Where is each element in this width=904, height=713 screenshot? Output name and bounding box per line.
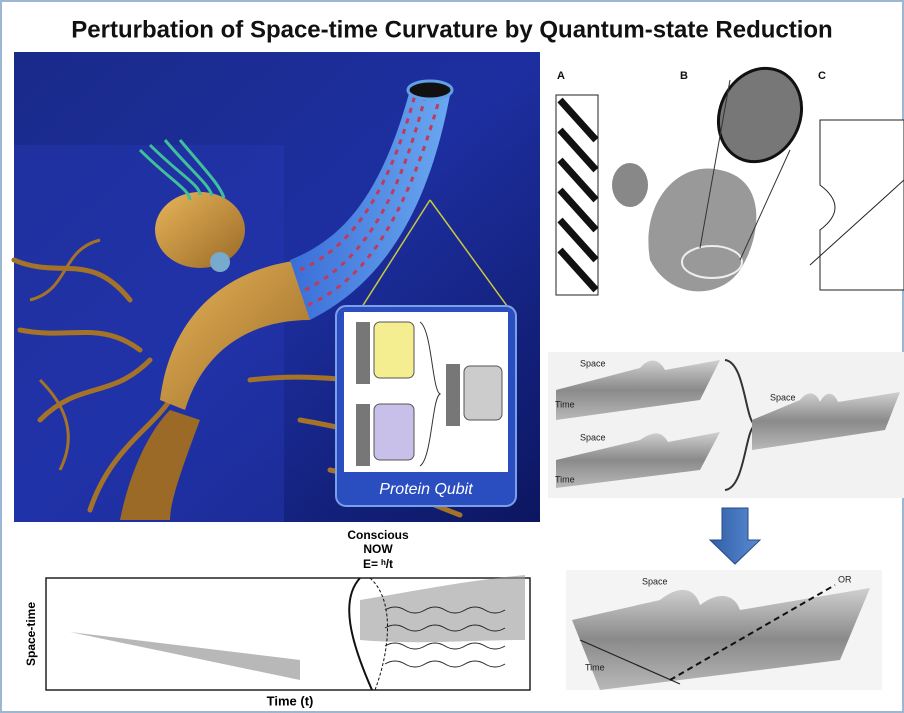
pointer-line <box>359 199 431 311</box>
reduction-line <box>669 584 836 681</box>
synaptic-cleft <box>210 252 230 272</box>
synapse-bouton <box>155 192 245 268</box>
wave-lines <box>384 606 506 668</box>
filaments <box>138 139 226 201</box>
state-down <box>373 403 415 461</box>
time-axis <box>579 639 681 685</box>
shadow-cone <box>70 632 300 680</box>
time-label: Time <box>585 662 605 672</box>
tubulin-column <box>356 322 370 384</box>
x-axis-label: Time (t) <box>267 693 314 708</box>
zoom-line <box>699 79 731 249</box>
or-label: OR <box>838 574 852 584</box>
state-up <box>373 321 415 379</box>
diagram-box <box>45 577 531 691</box>
tubulin-dimers <box>299 94 442 307</box>
pocket-line <box>809 179 904 266</box>
microtubule <box>290 90 450 320</box>
panel-label: B <box>680 70 688 82</box>
reduction-panel: Space Time OR <box>566 570 882 690</box>
boundary <box>348 577 373 691</box>
timeline-diagram: Conscious NOW E= ʰ/t Space-time Time (t) <box>14 528 540 710</box>
space-label: Space <box>642 576 668 586</box>
state-superposed <box>463 365 503 421</box>
panel-label: C <box>818 70 826 82</box>
pointer-line <box>429 199 511 311</box>
zoom-region <box>681 245 743 279</box>
brace <box>419 321 442 467</box>
tubulin-panels: A B C <box>555 66 904 296</box>
axon <box>160 260 310 410</box>
caption: Protein Qubit <box>379 481 473 498</box>
down-arrow <box>708 507 762 565</box>
space-label: Space <box>580 432 606 442</box>
tubulin-detail <box>648 168 757 292</box>
equation: E= ʰ/t <box>363 557 393 571</box>
superposition-panel: Space Time Space Time Space <box>548 352 904 498</box>
time-label: Time <box>555 474 575 484</box>
dendrite-branches <box>29 238 101 471</box>
y-axis-label: Space-time <box>24 602 38 666</box>
tubulin-protein <box>612 163 648 207</box>
heading: NOW <box>363 542 393 556</box>
time-label: Time <box>555 399 575 409</box>
panel-label: A <box>557 70 565 82</box>
spacetime-sheet <box>556 360 720 420</box>
zoom-line <box>739 149 791 261</box>
tubulin-column <box>446 364 460 426</box>
boundary <box>369 577 388 691</box>
neuron-illustration: Protein Qubit <box>11 52 540 522</box>
lattice-helix <box>557 97 599 293</box>
soma <box>120 410 200 520</box>
space-label: Space <box>770 392 796 402</box>
tubulin-column <box>356 404 370 466</box>
spacetime-sheet <box>752 392 900 450</box>
microtubule-end <box>406 79 454 101</box>
spacetime-sheet <box>556 432 720 488</box>
title: Perturbation of Space-time Curvature by … <box>71 16 832 43</box>
spacetime-sheet <box>572 588 870 690</box>
space-label: Space <box>580 358 606 368</box>
heading: Conscious <box>347 528 409 542</box>
magnified-region <box>716 66 804 164</box>
pocket-outline <box>819 119 904 291</box>
